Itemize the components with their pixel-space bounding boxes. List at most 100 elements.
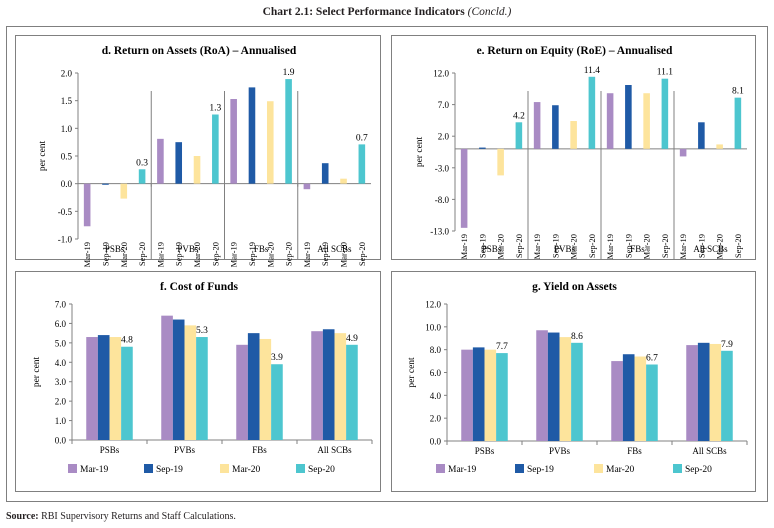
bar-sep-19: [248, 87, 256, 184]
bar-sep-20: [212, 114, 219, 184]
y-tick-label: 6.0: [55, 319, 67, 329]
x-period-label: Mar-19: [82, 242, 92, 267]
bar-mar-20: [109, 337, 122, 440]
legend-swatch-sep-19: [144, 464, 153, 473]
bar-mar-19: [236, 344, 248, 440]
legend-swatch-sep-20: [673, 464, 682, 473]
bar-mar-20: [709, 343, 722, 441]
cost-of-funds-chart: f. Cost of Funds 7.0 6.0 5.0 4.0 3.0 2.0 1.0 0.0…: [32, 281, 373, 475]
bar-mar-20: [484, 349, 497, 441]
x-period-label: Sep-20: [587, 234, 597, 258]
bar-mar-19: [606, 93, 614, 149]
bar-mar-19: [157, 138, 164, 184]
bar-sep-19: [625, 85, 632, 149]
bar-sep-20: [346, 344, 358, 440]
data-label: 8.1: [732, 87, 744, 97]
bar-mar-20: [266, 101, 274, 184]
bar-sep-20: [358, 144, 366, 184]
y-tick-label: 12.0: [425, 300, 441, 310]
x-period-label: Mar-19: [532, 234, 542, 259]
y-tick-label: 10.0: [425, 322, 441, 332]
x-category-label: FBs: [630, 244, 645, 254]
x-category-label: PVBs: [177, 244, 199, 254]
x-period-label: Sep-20: [514, 234, 524, 258]
x-period-label: Mar-20: [642, 234, 652, 259]
bar-mar-20: [559, 337, 572, 441]
data-label: 1.3: [209, 104, 221, 114]
bar-mar-19: [161, 315, 173, 440]
legend-swatch-mar-19: [68, 464, 77, 473]
x-period-label: Sep-19: [320, 242, 330, 266]
bar-sep-19: [97, 335, 110, 440]
bar-sep-19: [552, 105, 559, 149]
data-label: 7.9: [721, 340, 733, 350]
data-label: 4.9: [346, 334, 358, 344]
y-tick-label: 2.0: [438, 132, 450, 142]
source-note: Source: RBI Supervisory Returns and Staf…: [6, 511, 236, 522]
legend-label: Sep-19: [527, 465, 554, 475]
y-tick-label: 1.5: [61, 96, 73, 106]
data-label: 3.9: [271, 353, 283, 363]
bar-sep-19: [175, 142, 183, 184]
x-period-label: Sep-20: [210, 242, 220, 266]
x-period-label: Mar-19: [302, 242, 312, 267]
data-label: 7.7: [496, 342, 508, 352]
x-category-label: All SCBs: [692, 446, 727, 456]
y-tick-label: 1.0: [55, 416, 67, 426]
bar-mar-20: [570, 121, 577, 149]
bar-sep-19: [321, 163, 329, 184]
bar-mar-19: [460, 148, 468, 228]
x-period-label: Mar-20: [496, 234, 506, 259]
bar-mar-19: [230, 99, 237, 184]
chart-title: f. Cost of Funds: [160, 281, 238, 293]
data-label: 11.4: [584, 66, 601, 76]
bar-mar-19: [536, 330, 548, 441]
chart-title: e. Return on Equity (RoE) – Annualised: [477, 45, 673, 57]
x-category-label: FBs: [627, 446, 642, 456]
bar-sep-20: [196, 337, 208, 440]
x-category-label: All SCBs: [317, 244, 352, 254]
x-category-label: PVBs: [174, 445, 196, 455]
data-label: 1.9: [283, 68, 295, 78]
x-period-label: Sep-19: [100, 242, 110, 266]
chart-main-title: Chart 2.1: Select Performance Indicators…: [0, 6, 774, 18]
y-tick-label: 4.0: [55, 358, 67, 368]
x-period-label: Sep-20: [284, 242, 294, 266]
x-period-label: Sep-20: [733, 234, 743, 258]
cost-of-funds-chart-panel: f. Cost of Funds 7.0 6.0 5.0 4.0 3.0 2.0 1.0 0.0…: [15, 271, 381, 492]
bar-mar-19: [83, 183, 91, 227]
y-tick-label: 0.0: [430, 437, 442, 447]
main-title-text: Chart 2.1: Select Performance Indicators: [262, 6, 465, 18]
bar-sep-20: [515, 122, 523, 149]
data-label: 8.6: [571, 332, 583, 342]
x-period-label: Mar-20: [119, 242, 129, 267]
data-label: 0.3: [136, 158, 148, 168]
x-category-label: PSBs: [105, 244, 125, 254]
bar-sep-20: [721, 350, 733, 441]
x-period-label: Mar-20: [192, 242, 202, 267]
chart-title: d. Return on Assets (RoA) – Annualised: [102, 45, 297, 57]
y-tick-label: -1.0: [58, 235, 73, 245]
bar-mar-20: [184, 325, 197, 440]
y-axis-title: per cent: [407, 357, 417, 388]
y-tick-label: 2.0: [55, 397, 67, 407]
x-category-label: All SCBs: [317, 445, 352, 455]
x-period-label: Mar-20: [569, 234, 579, 259]
bar-sep-20: [121, 346, 133, 440]
y-tick-label: 7.0: [55, 300, 67, 310]
bar-sep-20: [734, 97, 742, 149]
x-period-label: Mar-19: [678, 234, 688, 259]
y-tick-label: 5.0: [55, 338, 67, 348]
y-tick-label: 2.0: [61, 69, 73, 79]
bar-sep-19: [622, 354, 635, 441]
bar-sep-20: [138, 169, 146, 184]
bar-sep-19: [102, 183, 109, 185]
bar-sep-19: [479, 147, 486, 149]
x-period-label: Sep-20: [357, 242, 367, 266]
bar-sep-19: [322, 329, 335, 440]
x-period-label: Mar-19: [229, 242, 239, 267]
x-category-label: All SCBs: [693, 244, 728, 254]
source-text: RBI Supervisory Returns and Staff Calcul…: [41, 511, 236, 522]
y-tick-label: 6.0: [430, 368, 442, 378]
bar-sep-19: [547, 332, 560, 441]
